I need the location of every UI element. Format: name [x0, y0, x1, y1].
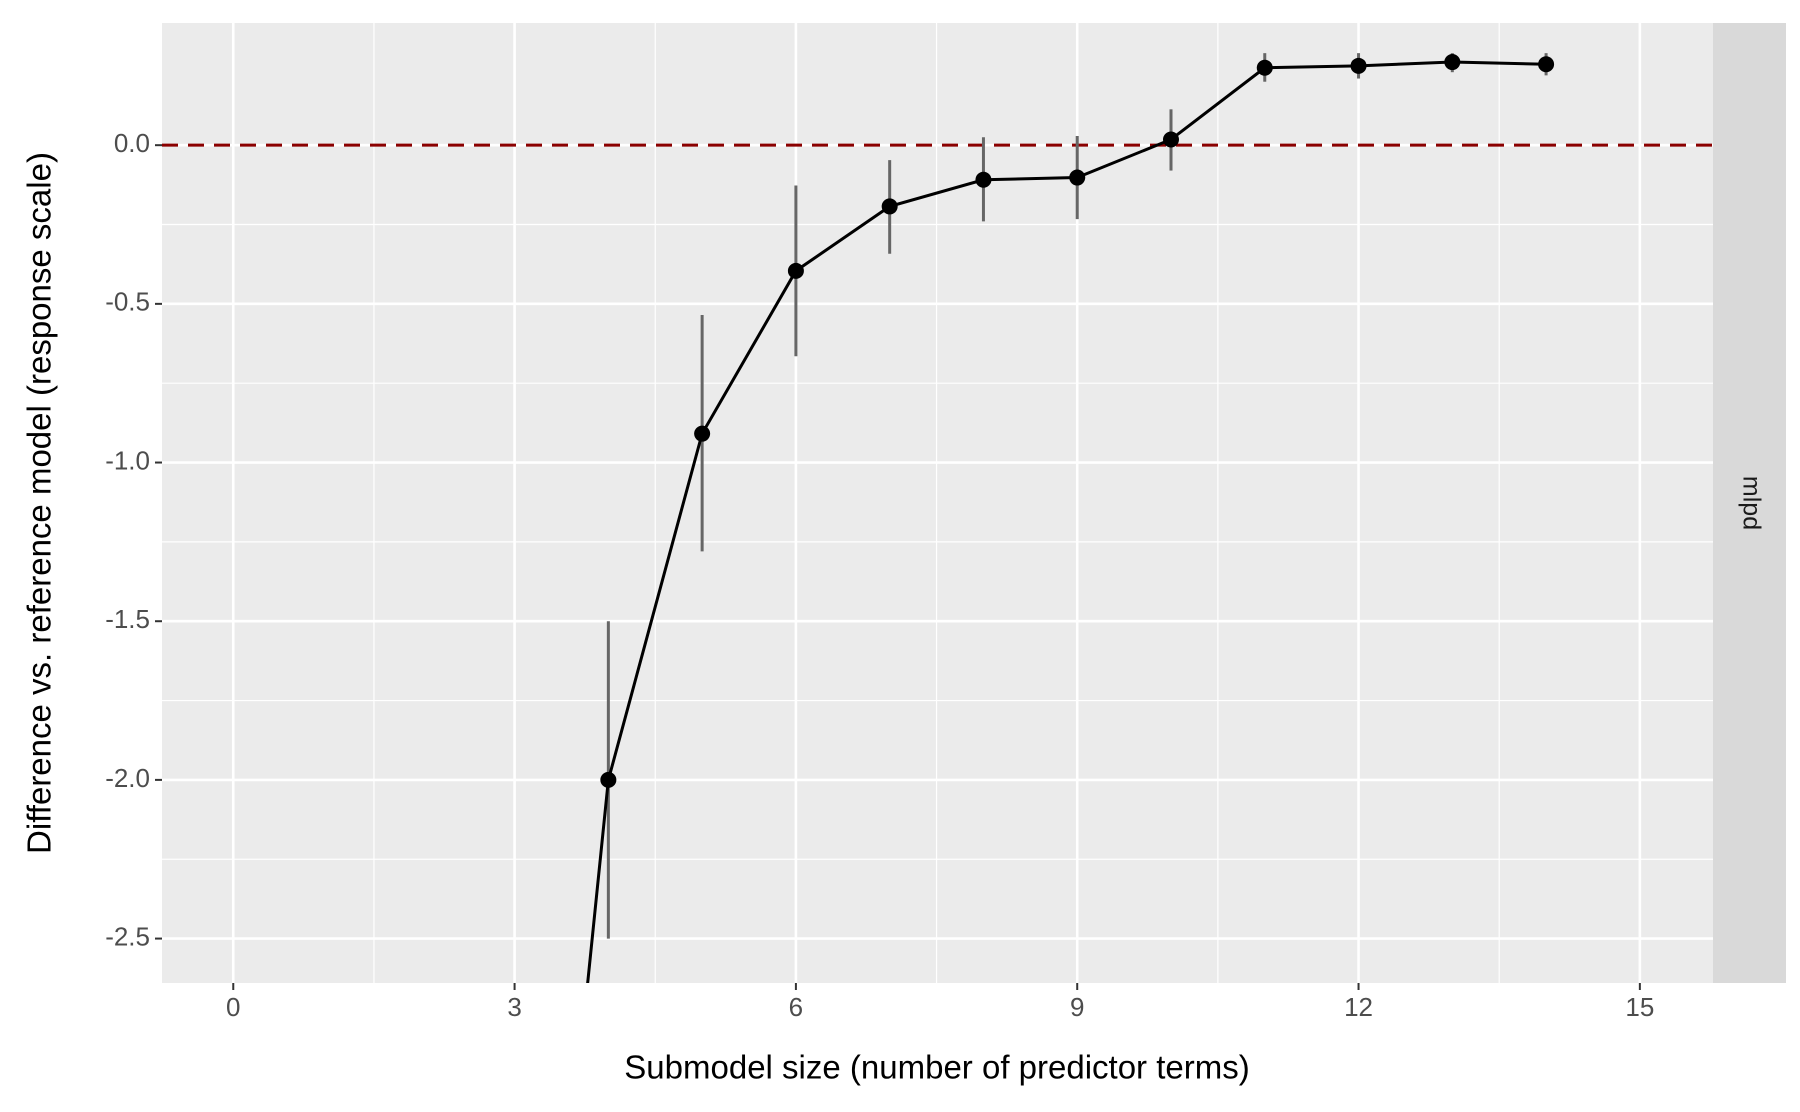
point [1538, 56, 1555, 73]
x-tick-label: 3 [507, 992, 521, 1022]
y-tick-label: 0.0 [114, 128, 150, 158]
facet-label: mlpd [1737, 476, 1765, 530]
axes: -2.5 -2.0 -1.5 -1.0 -0.5 0.0 0 3 6 9 12 15 [105, 128, 1654, 1022]
y-tick-label: -1.5 [105, 604, 150, 634]
plot-area [162, 53, 1713, 983]
point [1162, 131, 1179, 148]
y-axis-title: Difference vs. reference model (response… [21, 152, 58, 854]
y-tick-label: -2.0 [105, 763, 150, 793]
facet-strip [1713, 23, 1786, 983]
point [975, 171, 992, 188]
x-tick-label: 12 [1344, 992, 1373, 1022]
y-tick-label: -2.5 [105, 921, 150, 951]
x-tick-label: 9 [1070, 992, 1084, 1022]
point [1069, 169, 1086, 186]
point [694, 425, 711, 442]
point [787, 262, 804, 279]
y-tick-label: -1.0 [105, 445, 150, 475]
x-tick-label: 0 [226, 992, 240, 1022]
y-tick-label: -0.5 [105, 287, 150, 317]
point [1256, 59, 1273, 76]
series-line [586, 60, 1547, 983]
x-tick-label: 15 [1625, 992, 1654, 1022]
x-tick-label: 6 [789, 992, 803, 1022]
x-axis-title: Submodel size (number of predictor terms… [624, 1049, 1249, 1086]
panel [162, 23, 1713, 983]
grid [162, 23, 1713, 983]
point [881, 198, 898, 215]
point [1444, 54, 1461, 71]
point [600, 771, 617, 788]
point [1350, 57, 1367, 74]
